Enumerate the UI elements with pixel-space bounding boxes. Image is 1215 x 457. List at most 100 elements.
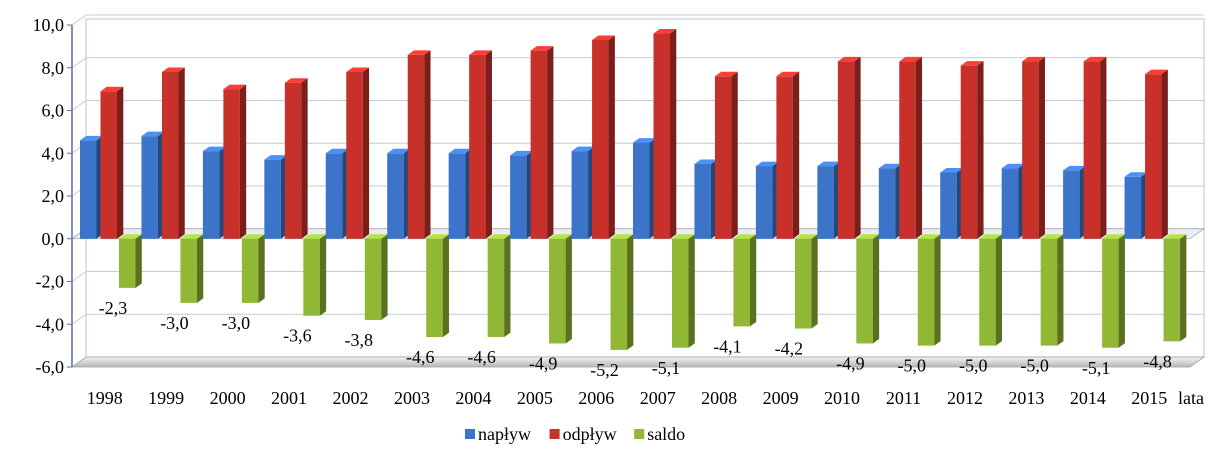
- bar-odplyw-side: [731, 71, 738, 239]
- x-tick-label: 2014: [1070, 388, 1106, 408]
- bar-odplyw-top: [899, 56, 923, 62]
- bar-odplyw: [1022, 56, 1045, 239]
- bar-naplyw: [387, 148, 411, 239]
- bars: [80, 29, 1187, 350]
- bar-saldo-front: [487, 238, 505, 338]
- x-tick-label: 2011: [886, 388, 921, 408]
- x-tick-label: 2008: [701, 388, 737, 408]
- bar-naplyw-top: [694, 159, 718, 164]
- data-label-saldo: -4,9: [529, 353, 558, 373]
- bar-odplyw-side: [178, 67, 185, 239]
- bar-odplyw: [223, 84, 247, 239]
- bar-odplyw-top: [776, 71, 800, 77]
- bar-saldo-top: [917, 234, 941, 239]
- bar-saldo-side: [196, 234, 204, 303]
- bar-odplyw: [346, 67, 370, 239]
- bar-naplyw: [940, 167, 964, 239]
- y-tick-label: -6,0: [36, 357, 65, 377]
- x-tick-label: 2013: [1008, 388, 1044, 408]
- bar-saldo-front: [856, 238, 873, 344]
- bar-odplyw-front: [1083, 61, 1101, 239]
- bar-naplyw-front: [1001, 168, 1019, 239]
- x-tick-label: 2015: [1131, 388, 1167, 408]
- bar-saldo-front: [241, 238, 259, 303]
- bar-saldo: [426, 234, 450, 338]
- bar-naplyw: [633, 138, 656, 239]
- bar-naplyw-top: [1063, 165, 1086, 171]
- data-label-saldo: -5,0: [898, 356, 927, 376]
- bar-saldo-top: [1040, 234, 1064, 239]
- data-label-saldo: -5,0: [959, 356, 988, 376]
- bar-naplyw-top: [387, 148, 411, 154]
- bar-saldo-side: [565, 234, 572, 344]
- bar-naplyw-front: [940, 172, 957, 239]
- y-tick-label: 4,0: [42, 143, 65, 163]
- gridline-depth: [71, 100, 87, 111]
- bar-naplyw-front: [878, 168, 896, 239]
- bar-odplyw-top: [284, 78, 308, 83]
- bar-saldo-top: [180, 234, 204, 239]
- data-label-saldo: -5,1: [1082, 358, 1111, 378]
- bar-odplyw: [653, 29, 677, 239]
- bar-odplyw-side: [1161, 69, 1168, 239]
- bar-naplyw-front: [633, 142, 650, 239]
- bar-odplyw-front: [469, 54, 486, 239]
- bar-saldo-front: [979, 238, 996, 346]
- bar-naplyw-top: [141, 131, 165, 137]
- bar-naplyw-front: [694, 163, 711, 239]
- bar-naplyw-top: [264, 155, 288, 160]
- bar-odplyw-side: [362, 67, 370, 239]
- bar-naplyw: [1124, 172, 1148, 239]
- x-tick-label: 2009: [763, 388, 799, 408]
- bar-odplyw-front: [1022, 61, 1039, 239]
- bar-naplyw-top: [1001, 163, 1025, 169]
- bar-odplyw-side: [1100, 56, 1107, 239]
- bar-odplyw-side: [117, 86, 124, 239]
- bar-naplyw: [325, 148, 349, 239]
- bar-odplyw-top: [407, 50, 431, 55]
- x-tick-label: 2010: [824, 388, 860, 408]
- legend-swatch-1: [549, 429, 560, 439]
- bar-saldo-top: [426, 234, 450, 239]
- bar-naplyw-top: [940, 167, 964, 173]
- bar-saldo-top: [794, 234, 818, 239]
- bar-naplyw: [755, 161, 779, 239]
- bar-naplyw: [264, 155, 288, 239]
- data-label-saldo: -4,9: [836, 353, 865, 373]
- bar-saldo-top: [856, 234, 880, 239]
- bar-odplyw: [714, 71, 738, 239]
- bar-odplyw-side: [547, 46, 554, 239]
- bar-odplyw-top: [223, 84, 247, 90]
- bar-saldo: [364, 234, 388, 320]
- bar-saldo-front: [1102, 238, 1119, 348]
- bar-naplyw-front: [141, 136, 158, 239]
- data-labels: -2,3 -3,0 -3,0 -3,6 -3,8 -4,6 -4,6 -4,9 -5,2 -5,1…: [99, 298, 1172, 380]
- bar-naplyw: [817, 161, 841, 239]
- bar-saldo-front: [364, 238, 382, 320]
- x-tick-label: 2006: [578, 388, 614, 408]
- bar-naplyw-top: [448, 148, 472, 154]
- bar-odplyw-top: [837, 56, 861, 62]
- bar-naplyw: [1001, 163, 1025, 239]
- y-tick-label: 6,0: [42, 101, 65, 121]
- y-tick-label: 0,0: [42, 229, 65, 249]
- bar-odplyw-front: [100, 91, 117, 239]
- bar-saldo: [794, 234, 818, 329]
- bar-saldo-top: [979, 234, 1003, 239]
- bar-naplyw-front: [80, 140, 97, 239]
- bar-saldo-top: [303, 234, 327, 239]
- bar-naplyw-front: [448, 153, 466, 239]
- bar-naplyw-front: [571, 151, 589, 239]
- bar-odplyw: [469, 50, 492, 239]
- bar-saldo-top: [1163, 234, 1187, 239]
- bar-saldo-side: [258, 234, 265, 303]
- bar-naplyw: [80, 135, 103, 239]
- x-tick-label: 1999: [148, 388, 184, 408]
- legend-swatch-2: [634, 429, 645, 439]
- bar-saldo-front: [180, 238, 197, 303]
- bar-naplyw-top: [1124, 172, 1148, 177]
- bar-naplyw: [694, 159, 718, 239]
- bar-saldo-front: [794, 238, 812, 329]
- bar-saldo-side: [319, 234, 327, 316]
- y-tick-label: -2,0: [36, 272, 65, 292]
